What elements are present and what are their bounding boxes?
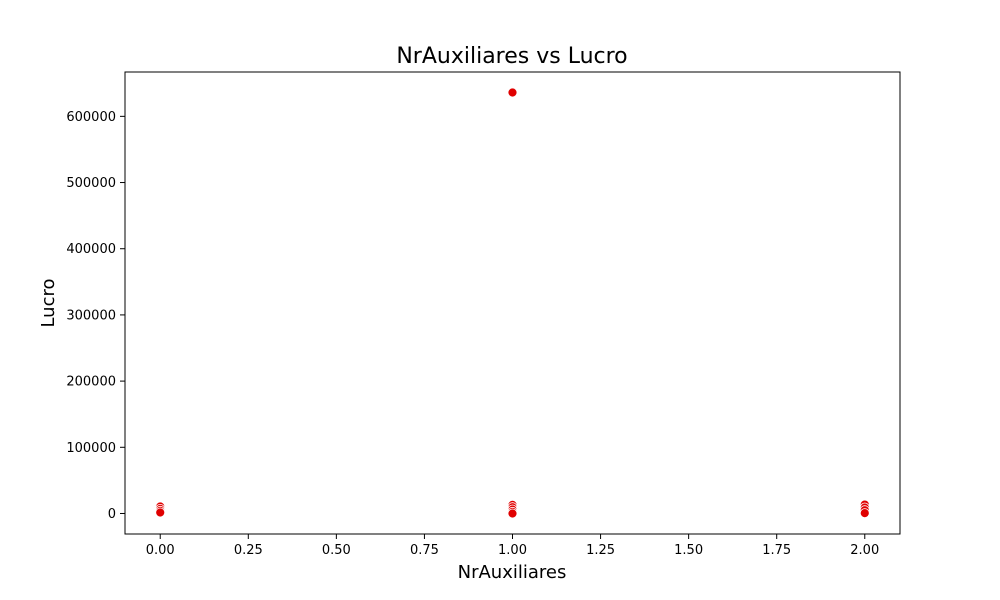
chart-title: NrAuxiliares vs Lucro — [396, 44, 627, 69]
x-tick-label: 0.50 — [322, 543, 351, 558]
x-tick-label: 1.00 — [498, 543, 527, 558]
y-axis-label: Lucro — [38, 278, 59, 327]
x-tick-label: 0.00 — [146, 543, 175, 558]
y-tick-label: 200000 — [66, 375, 116, 390]
x-tick-label: 2.00 — [850, 543, 879, 558]
x-axis-ticks: 0.00 0.25 0.50 0.75 1.00 1.25 1.50 1.75 2.00 — [146, 534, 879, 558]
data-points — [155, 87, 870, 519]
y-tick-label: 300000 — [66, 308, 116, 323]
data-point — [507, 508, 518, 519]
y-tick-label: 500000 — [66, 176, 116, 191]
x-tick-label: 1.75 — [762, 543, 791, 558]
y-tick-label: 600000 — [66, 110, 116, 125]
plot-frame — [124, 71, 901, 535]
y-axis-ticks: 0 100000 200000 300000 400000 500000 600000 — [66, 110, 125, 522]
y-tick-label: 400000 — [66, 242, 116, 257]
data-point — [155, 507, 166, 518]
x-tick-label: 1.25 — [586, 543, 615, 558]
x-tick-label: 0.25 — [234, 543, 263, 558]
x-axis-label: NrAuxiliares — [458, 562, 567, 583]
y-tick-label: 0 — [108, 507, 116, 522]
data-point — [507, 87, 518, 98]
y-tick-label: 100000 — [66, 441, 116, 456]
data-point — [859, 508, 870, 519]
x-tick-label: 1.50 — [674, 543, 703, 558]
x-tick-label: 0.75 — [410, 543, 439, 558]
